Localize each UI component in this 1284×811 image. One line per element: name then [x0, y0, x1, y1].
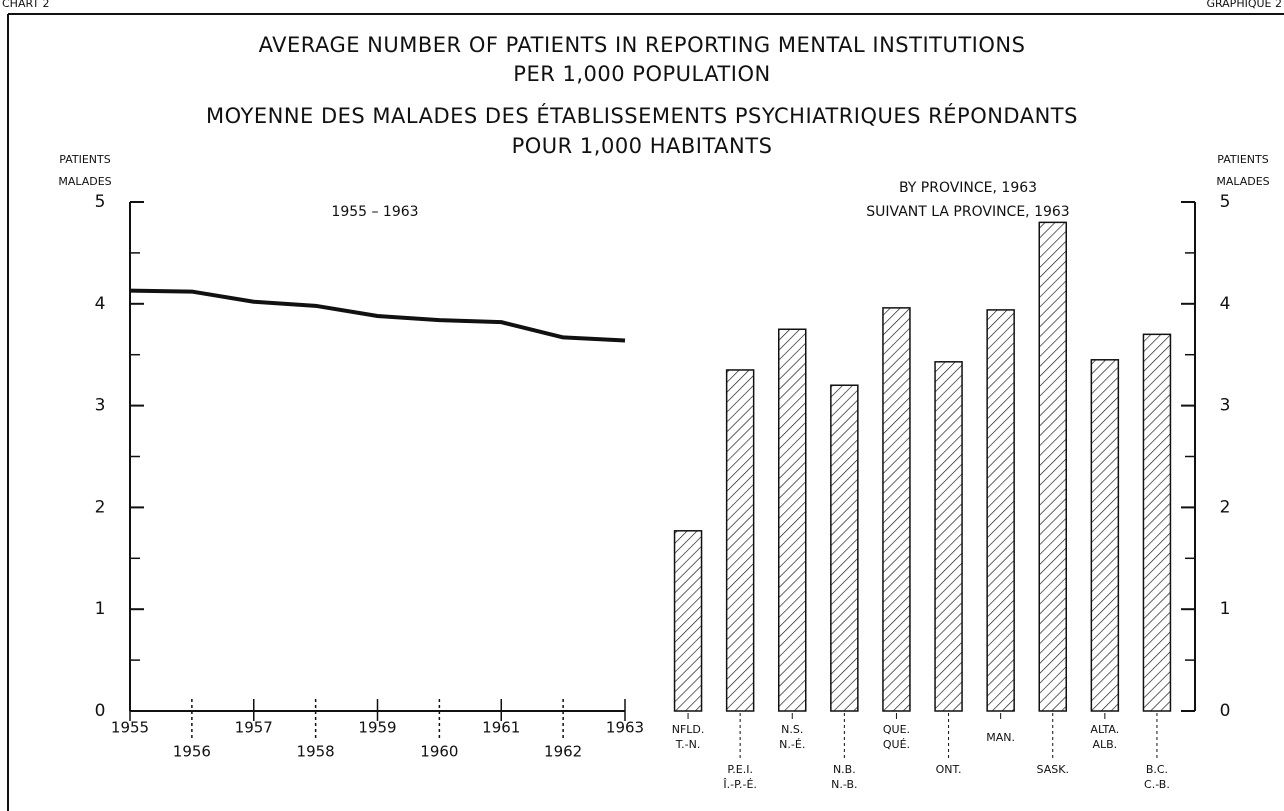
- y-tick-label: 4: [1220, 294, 1231, 314]
- x-tick-label: 1959: [358, 719, 396, 737]
- title: AVERAGE NUMBER OF PATIENTS IN REPORTING …: [259, 33, 1026, 57]
- bar: [778, 328, 807, 712]
- x-tick-label: N.-B.: [831, 778, 857, 791]
- y-tick-label: 4: [95, 294, 106, 314]
- y-axis-label: MALADES: [1216, 175, 1269, 188]
- bar: [882, 307, 911, 712]
- bar: [673, 530, 703, 712]
- line: [129, 288, 626, 343]
- subtitle: 1955 – 1963: [331, 204, 418, 220]
- x-tick-label: ONT.: [936, 763, 962, 776]
- x-tick-label: QUÉ.: [883, 738, 910, 751]
- bar: [1038, 221, 1067, 712]
- y-tick-label: 1: [95, 599, 106, 619]
- y-tick-label: 2: [1220, 497, 1231, 517]
- x-tick-label: N.B.: [833, 763, 856, 776]
- subtitle: BY PROVINCE, 1963: [899, 180, 1037, 196]
- chart-number-fr: GRAPHIQUE 2: [1206, 0, 1282, 10]
- y-tick-label: 0: [95, 701, 106, 721]
- bar: [830, 384, 859, 712]
- x-tick-label: C.-B.: [1144, 778, 1170, 791]
- subtitle: SUIVANT LA PROVINCE, 1963: [866, 204, 1069, 220]
- y-tick-label: 5: [95, 192, 106, 212]
- bar: [1142, 333, 1172, 712]
- chart-number: CHART 2: [2, 0, 50, 10]
- y-tick-label: 0: [1220, 701, 1231, 721]
- x-tick-label: P.E.I.: [727, 763, 753, 776]
- x-tick-label: NFLD.: [672, 723, 705, 736]
- x-tick-label: ALTA.: [1090, 723, 1119, 736]
- x-tick-label: 1958: [297, 743, 335, 761]
- x-tick-label: N.S.: [781, 723, 803, 736]
- x-tick-label: 1961: [482, 719, 520, 737]
- y-tick-label: 5: [1220, 192, 1231, 212]
- y-tick-label: 3: [1220, 396, 1231, 416]
- bar: [725, 369, 755, 712]
- y-axis-label: PATIENTS: [1217, 153, 1268, 166]
- bar: [934, 361, 963, 712]
- x-tick-label: QUE.: [883, 723, 910, 736]
- x-tick-label: 1955: [111, 719, 149, 737]
- x-tick-label: MAN.: [986, 731, 1015, 744]
- x-tick-label: 1957: [235, 719, 273, 737]
- bar: [986, 309, 1015, 712]
- x-tick-label: 1960: [420, 743, 458, 761]
- bar: [1090, 359, 1120, 712]
- title: MOYENNE DES MALADES DES ÉTABLISSEMENTS P…: [206, 103, 1078, 128]
- x-tick-label: 1963: [606, 719, 644, 737]
- x-tick-label: SASK.: [1037, 763, 1069, 776]
- title: POUR 1,000 HABITANTS: [512, 134, 773, 158]
- x-tick-label: B.C.: [1146, 763, 1168, 776]
- x-tick-label: ALB.: [1092, 738, 1117, 751]
- y-axis-label: PATIENTS: [59, 153, 110, 166]
- x-tick-label: N.-É.: [779, 738, 805, 751]
- y-tick-label: 1: [1220, 599, 1231, 619]
- title: PER 1,000 POPULATION: [513, 62, 770, 86]
- x-tick-label: 1956: [173, 743, 211, 761]
- y-axis-label: MALADES: [58, 175, 111, 188]
- x-tick-label: 1962: [544, 743, 582, 761]
- x-tick-label: Î.-P.-É.: [722, 778, 757, 791]
- y-tick-label: 3: [95, 396, 106, 416]
- x-tick-label: T.-N.: [675, 738, 701, 751]
- y-tick-label: 2: [95, 497, 106, 517]
